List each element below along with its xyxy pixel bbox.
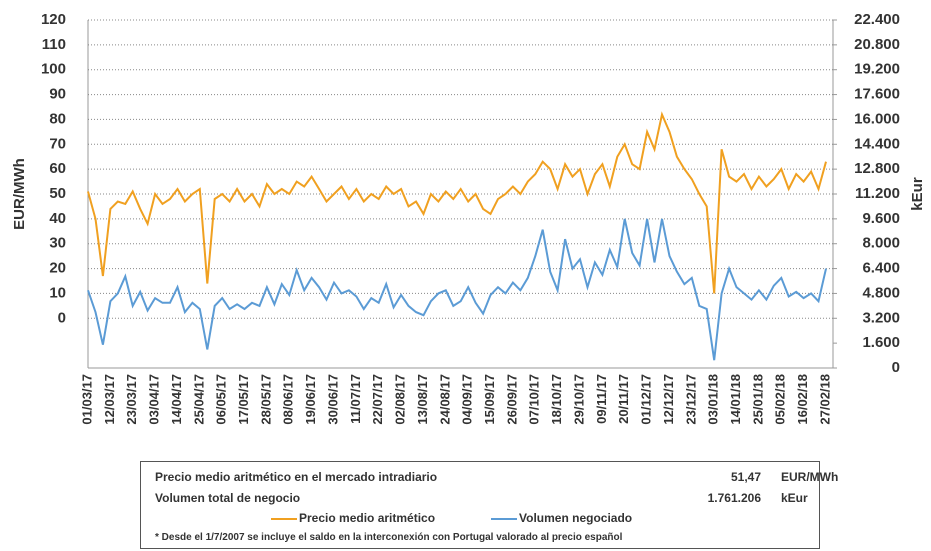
x-tick-label: 25/01/18 [750,374,765,425]
info-unit: kEur [781,491,808,505]
y-tick-label: 30 [49,235,66,252]
x-tick-label: 22/07/17 [370,374,385,425]
x-tick-label: 03/01/18 [706,374,721,425]
y2-tick-label: 9.600 [862,210,900,227]
y-tick-label: 40 [49,210,66,227]
y-tick-label: 90 [49,86,66,103]
x-tick-label: 11/07/17 [348,374,363,424]
x-tick-label: 09/11/17 [594,374,609,424]
y-tick-label: 70 [49,135,66,152]
series-line [87,218,827,361]
series-line [87,111,827,294]
x-tick-label: 23/12/17 [683,374,698,425]
y-axis-label: EUR/MWh [11,158,28,230]
legend-swatch [491,517,517,520]
y2-tick-label: 4.800 [862,284,900,301]
y-tick-label: 100 [41,61,66,78]
chart: EUR/MWh kEur 0 10 20 30 40 50 60 70 80 90 100 110 12… [11,11,926,425]
info-value: 1.761.206 [707,491,761,505]
x-tick-label: 01/12/17 [639,374,654,425]
info-unit: EUR/MWh [781,470,839,484]
info-table: Precio medio aritmético en el mercado in… [140,461,838,549]
y2-tick-label: 22.400 [854,11,900,28]
x-tick-label: 15/09/17 [482,374,497,425]
info-label: Precio medio aritmético en el mercado in… [155,470,438,484]
y-tick-label: 20 [49,260,66,277]
y2-tick-label: 3.200 [862,309,900,326]
x-tick-label: 14/01/18 [728,374,743,425]
x-tick-label: 07/10/17 [527,374,542,425]
legend-label: Precio medio aritmético [299,511,436,525]
x-tick-label: 30/06/17 [325,374,340,425]
x-tick-label: 26/09/17 [504,374,519,425]
y2-tick-label: 0 [892,359,900,376]
legend-swatch [271,517,297,520]
x-tick-label: 29/10/17 [571,374,586,425]
y2-tick-label: 8.000 [862,235,900,252]
x-tick-label: 23/03/17 [124,374,139,425]
x-tick-label: 12/12/17 [661,374,676,425]
legend-item: Volumen negociado [491,511,632,525]
x-tick-label: 28/05/17 [258,374,273,425]
x-tick-label: 19/06/17 [303,374,318,425]
y2-tick-label: 20.800 [854,36,900,53]
x-tick-label: 04/09/17 [460,374,475,425]
y2-tick-label: 19.200 [854,61,900,78]
x-tick-label: 12/03/17 [102,374,117,425]
y-tick-label: 10 [49,284,66,301]
y2-tick-label: 12.800 [854,160,900,177]
x-tick-label: 01/03/17 [79,374,94,425]
y-tick-label: 0 [58,309,66,326]
y2-tick-label: 11.200 [855,185,900,202]
legend-label: Volumen negociado [519,511,633,525]
y-tick-label: 50 [49,185,66,202]
y2-tick-label: 1.600 [862,334,900,351]
legend-item: Precio medio aritmético [271,511,435,525]
x-tick-label: 16/02/18 [795,374,810,425]
y-tick-label: 110 [42,36,66,53]
x-tick-label: 24/08/17 [437,374,452,425]
y2-tick-label: 6.400 [862,260,900,277]
x-tick-label: 13/08/17 [415,374,430,425]
y-tick-label: 60 [49,160,66,177]
x-tick-label: 03/04/17 [147,374,162,425]
x-tick-label: 06/05/17 [214,374,229,425]
y-tick-label: 120 [41,11,66,28]
info-label: Volumen total de negocio [155,491,301,505]
info-value: 51,47 [730,470,761,484]
y2-axis-label: kEur [909,177,926,211]
y2-tick-label: 16.000 [854,110,900,127]
x-tick-label: 27/02/18 [817,374,832,425]
x-tick-label: 14/04/17 [169,374,184,425]
y-tick-label: 80 [49,110,66,127]
x-tick-label: 05/02/18 [773,374,788,425]
x-tick-label: 17/05/17 [236,374,251,425]
x-tick-label: 20/11/17 [616,374,631,424]
x-tick-label: 25/04/17 [191,374,206,425]
y2-tick-label: 17.600 [854,86,900,103]
y2-tick-label: 14.400 [854,135,900,152]
x-tick-label: 02/08/17 [393,374,408,425]
x-tick-label: 18/10/17 [549,374,564,425]
footnote: * Desde el 1/7/2007 se incluye el saldo … [155,532,623,543]
x-tick-label: 08/06/17 [281,374,296,425]
